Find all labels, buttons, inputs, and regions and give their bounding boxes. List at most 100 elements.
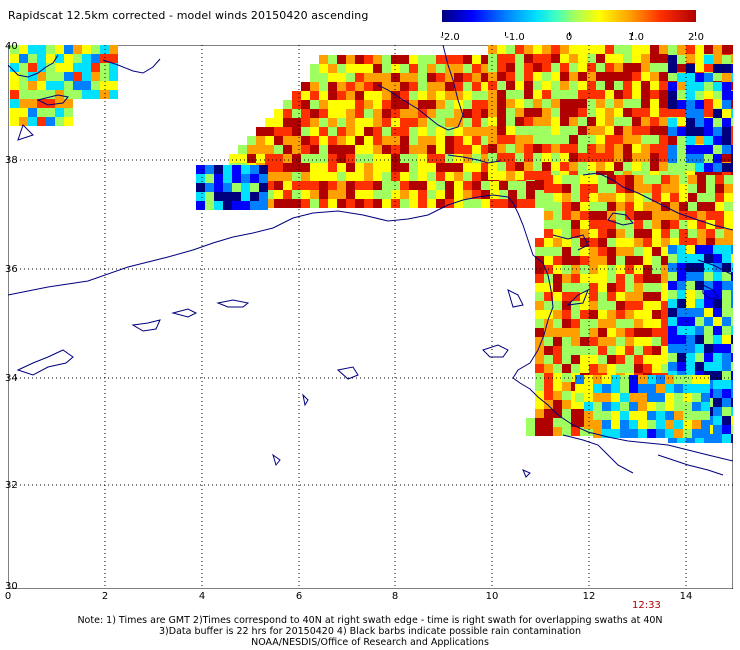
wind-cell bbox=[544, 328, 553, 337]
wind-cell bbox=[319, 199, 328, 208]
wind-cell bbox=[580, 184, 589, 193]
wind-cell bbox=[544, 400, 553, 409]
wind-cell bbox=[643, 247, 652, 256]
wind-cell bbox=[634, 346, 643, 355]
wind-cell bbox=[64, 81, 73, 90]
wind-cell bbox=[643, 328, 652, 337]
wind-cell bbox=[551, 72, 560, 81]
wind-cell bbox=[686, 434, 695, 443]
wind-cell bbox=[196, 165, 205, 174]
wind-cell bbox=[634, 319, 643, 328]
wind-cell bbox=[364, 154, 373, 163]
wind-cell bbox=[355, 181, 364, 190]
wind-cell bbox=[391, 172, 400, 181]
wind-cell bbox=[391, 190, 400, 199]
wind-cell bbox=[265, 154, 274, 163]
wind-cell bbox=[607, 346, 616, 355]
wind-cell bbox=[605, 81, 614, 90]
wind-cell bbox=[400, 172, 409, 181]
wind-cell bbox=[463, 181, 472, 190]
wind-cell bbox=[634, 247, 643, 256]
wind-cell bbox=[643, 310, 652, 319]
wind-cell bbox=[562, 328, 571, 337]
wind-cell bbox=[301, 163, 310, 172]
wind-cell bbox=[638, 402, 647, 411]
wind-cell bbox=[632, 45, 641, 54]
wind-cell bbox=[497, 45, 506, 54]
wind-cell bbox=[695, 54, 704, 63]
wind-cell bbox=[659, 126, 668, 135]
wind-cell bbox=[643, 301, 652, 310]
wind-cell bbox=[544, 202, 553, 211]
wind-cell bbox=[46, 117, 55, 126]
wind-cell bbox=[625, 256, 634, 265]
wind-cell bbox=[418, 82, 427, 91]
wind-cell bbox=[688, 175, 697, 184]
colorbar-label: -1.0 bbox=[505, 32, 525, 43]
wind-cell bbox=[241, 183, 250, 192]
wind-cell bbox=[647, 402, 656, 411]
wind-cell bbox=[274, 136, 283, 145]
wind-cell bbox=[481, 109, 490, 118]
wind-cell bbox=[364, 109, 373, 118]
wind-cell bbox=[605, 153, 614, 162]
wind-cell bbox=[265, 181, 274, 190]
wind-cell bbox=[64, 99, 73, 108]
wind-cell bbox=[620, 411, 629, 420]
wind-cell bbox=[722, 290, 731, 299]
wind-cell bbox=[659, 99, 668, 108]
wind-cell bbox=[247, 145, 256, 154]
wind-cell bbox=[632, 81, 641, 90]
wind-cell bbox=[629, 384, 638, 393]
wind-cell bbox=[713, 145, 722, 154]
wind-cell bbox=[391, 136, 400, 145]
wind-cell bbox=[560, 162, 569, 171]
wind-cell bbox=[391, 55, 400, 64]
wind-cell bbox=[629, 420, 638, 429]
wind-cell bbox=[668, 135, 677, 144]
colorbar-label: 1.0 bbox=[628, 32, 644, 43]
wind-cell bbox=[544, 355, 553, 364]
wind-cell bbox=[337, 199, 346, 208]
wind-cell bbox=[598, 202, 607, 211]
wind-cell bbox=[562, 265, 571, 274]
wind-cell bbox=[692, 384, 701, 393]
wind-cell bbox=[650, 117, 659, 126]
wind-cell bbox=[616, 175, 625, 184]
wind-cell bbox=[596, 45, 605, 54]
wind-cell bbox=[659, 162, 668, 171]
wind-cell bbox=[578, 144, 587, 153]
wind-cell bbox=[515, 108, 524, 117]
wind-cell bbox=[535, 328, 544, 337]
wind-cell bbox=[643, 274, 652, 283]
wind-cell bbox=[632, 54, 641, 63]
wind-cell bbox=[535, 199, 544, 208]
wind-cell bbox=[400, 127, 409, 136]
wind-cell bbox=[697, 193, 706, 202]
wind-cell bbox=[731, 254, 733, 263]
wind-cell bbox=[274, 118, 283, 127]
wind-cell bbox=[686, 281, 695, 290]
wind-cell bbox=[643, 346, 652, 355]
wind-cell bbox=[688, 229, 697, 238]
wind-cell bbox=[463, 136, 472, 145]
wind-cell bbox=[656, 402, 665, 411]
wind-cell bbox=[436, 145, 445, 154]
wind-cell bbox=[542, 99, 551, 108]
wind-cell bbox=[37, 45, 46, 54]
wind-cell bbox=[674, 420, 683, 429]
wind-cell bbox=[328, 136, 337, 145]
wind-cell bbox=[589, 247, 598, 256]
wind-cell bbox=[328, 199, 337, 208]
wind-cell bbox=[562, 400, 571, 409]
wind-cell bbox=[731, 353, 733, 362]
wind-cell bbox=[665, 411, 674, 420]
wind-cell bbox=[355, 154, 364, 163]
wind-cell bbox=[497, 171, 506, 180]
wind-cell bbox=[668, 154, 677, 163]
wind-cell bbox=[674, 429, 683, 438]
wind-cell bbox=[109, 54, 118, 63]
wind-cell bbox=[611, 402, 620, 411]
wind-cell bbox=[553, 220, 562, 229]
wind-cell bbox=[223, 183, 232, 192]
